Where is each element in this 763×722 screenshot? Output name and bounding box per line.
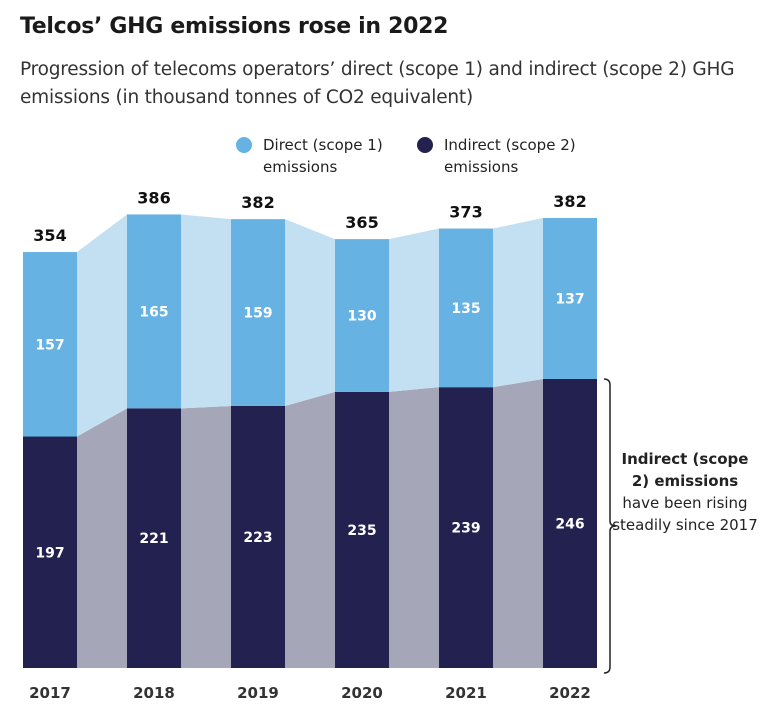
bar-direct [23,252,77,437]
bar-indirect [231,405,285,668]
bar-direct [335,239,389,392]
annotation-note: Indirect (scope 2) emissions have been r… [612,448,758,536]
bar-direct [231,219,285,406]
ribbon-direct [285,219,335,406]
data-label-indirect: 235 [347,523,376,539]
legend-swatch-indirect [417,137,433,153]
legend-swatch-direct [236,137,252,153]
data-label-total: 382 [241,193,274,212]
data-label-total: 382 [553,192,586,211]
data-label-indirect: 197 [35,545,64,561]
note-text: have been rising steadily since 2017 [612,494,758,534]
data-label-indirect: 239 [451,521,480,537]
ribbon-indirect [181,405,231,668]
data-label-direct: 130 [347,309,376,325]
bar-direct [127,214,181,409]
bracket [603,378,617,674]
x-tick-label: 2019 [237,684,279,702]
x-tick-label: 2020 [341,684,383,702]
data-label-total: 373 [449,203,482,222]
legend-label: emissions [444,158,519,176]
bar-indirect [335,391,389,668]
data-label-indirect: 246 [555,516,584,532]
x-tick-label: 2018 [133,684,175,702]
ribbon-indirect [285,391,335,668]
bar-direct [439,228,493,388]
data-label-total: 365 [345,213,378,232]
ribbon-indirect [77,408,127,668]
legend-direct: Direct (scope 1) emissions [236,134,383,178]
chart-subtitle: Progression of telecoms operators’ direc… [20,59,735,108]
ribbon-direct [493,217,543,388]
legend-indirect: Indirect (scope 2) emissions [417,134,576,178]
ribbon-direct [389,228,439,392]
data-label-total: 354 [33,226,66,245]
bar-direct [543,217,597,379]
ribbon-indirect [493,378,543,668]
bar-indirect [127,408,181,668]
bar-indirect [543,378,597,668]
data-label-total: 386 [137,188,170,207]
data-label-indirect: 223 [243,530,272,546]
bar-indirect [23,436,77,668]
data-label-direct: 165 [139,304,168,320]
data-label-direct: 137 [555,291,584,307]
legend-label: Direct (scope 1) [263,136,383,154]
data-label-direct: 159 [243,306,272,322]
ribbon-direct [77,214,127,437]
chart-title: Telcos’ GHG emissions rose in 2022 [20,14,449,39]
legend-label: Indirect (scope 2) [444,136,576,154]
ribbon-indirect [389,387,439,668]
legend-label: emissions [263,158,338,176]
note-bold: Indirect (scope 2) emissions [621,450,749,490]
x-tick-label: 2017 [29,684,71,702]
ribbon-direct [181,214,231,409]
x-tick-label: 2021 [445,684,487,702]
bar-indirect [439,387,493,668]
data-label-direct: 135 [451,301,480,317]
x-tick-label: 2022 [549,684,591,702]
data-label-indirect: 221 [139,531,168,547]
data-label-direct: 157 [35,337,64,353]
